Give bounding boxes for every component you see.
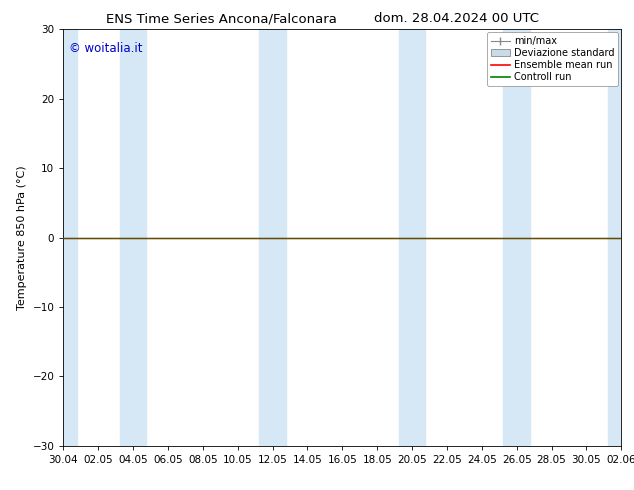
Bar: [50, 29, 77, 446]
Text: dom. 28.04.2024 00 UTC: dom. 28.04.2024 00 UTC: [374, 12, 539, 25]
Y-axis label: Temperature 850 hPa (°C): Temperature 850 hPa (°C): [17, 165, 27, 310]
Bar: [399, 29, 425, 446]
Bar: [503, 29, 530, 446]
Text: © woitalia.it: © woitalia.it: [69, 42, 143, 55]
Text: ENS Time Series Ancona/Falconara: ENS Time Series Ancona/Falconara: [107, 12, 337, 25]
Bar: [608, 29, 634, 446]
Bar: [259, 29, 286, 446]
Bar: [120, 29, 146, 446]
Legend: min/max, Deviazione standard, Ensemble mean run, Controll run: min/max, Deviazione standard, Ensemble m…: [487, 32, 618, 86]
